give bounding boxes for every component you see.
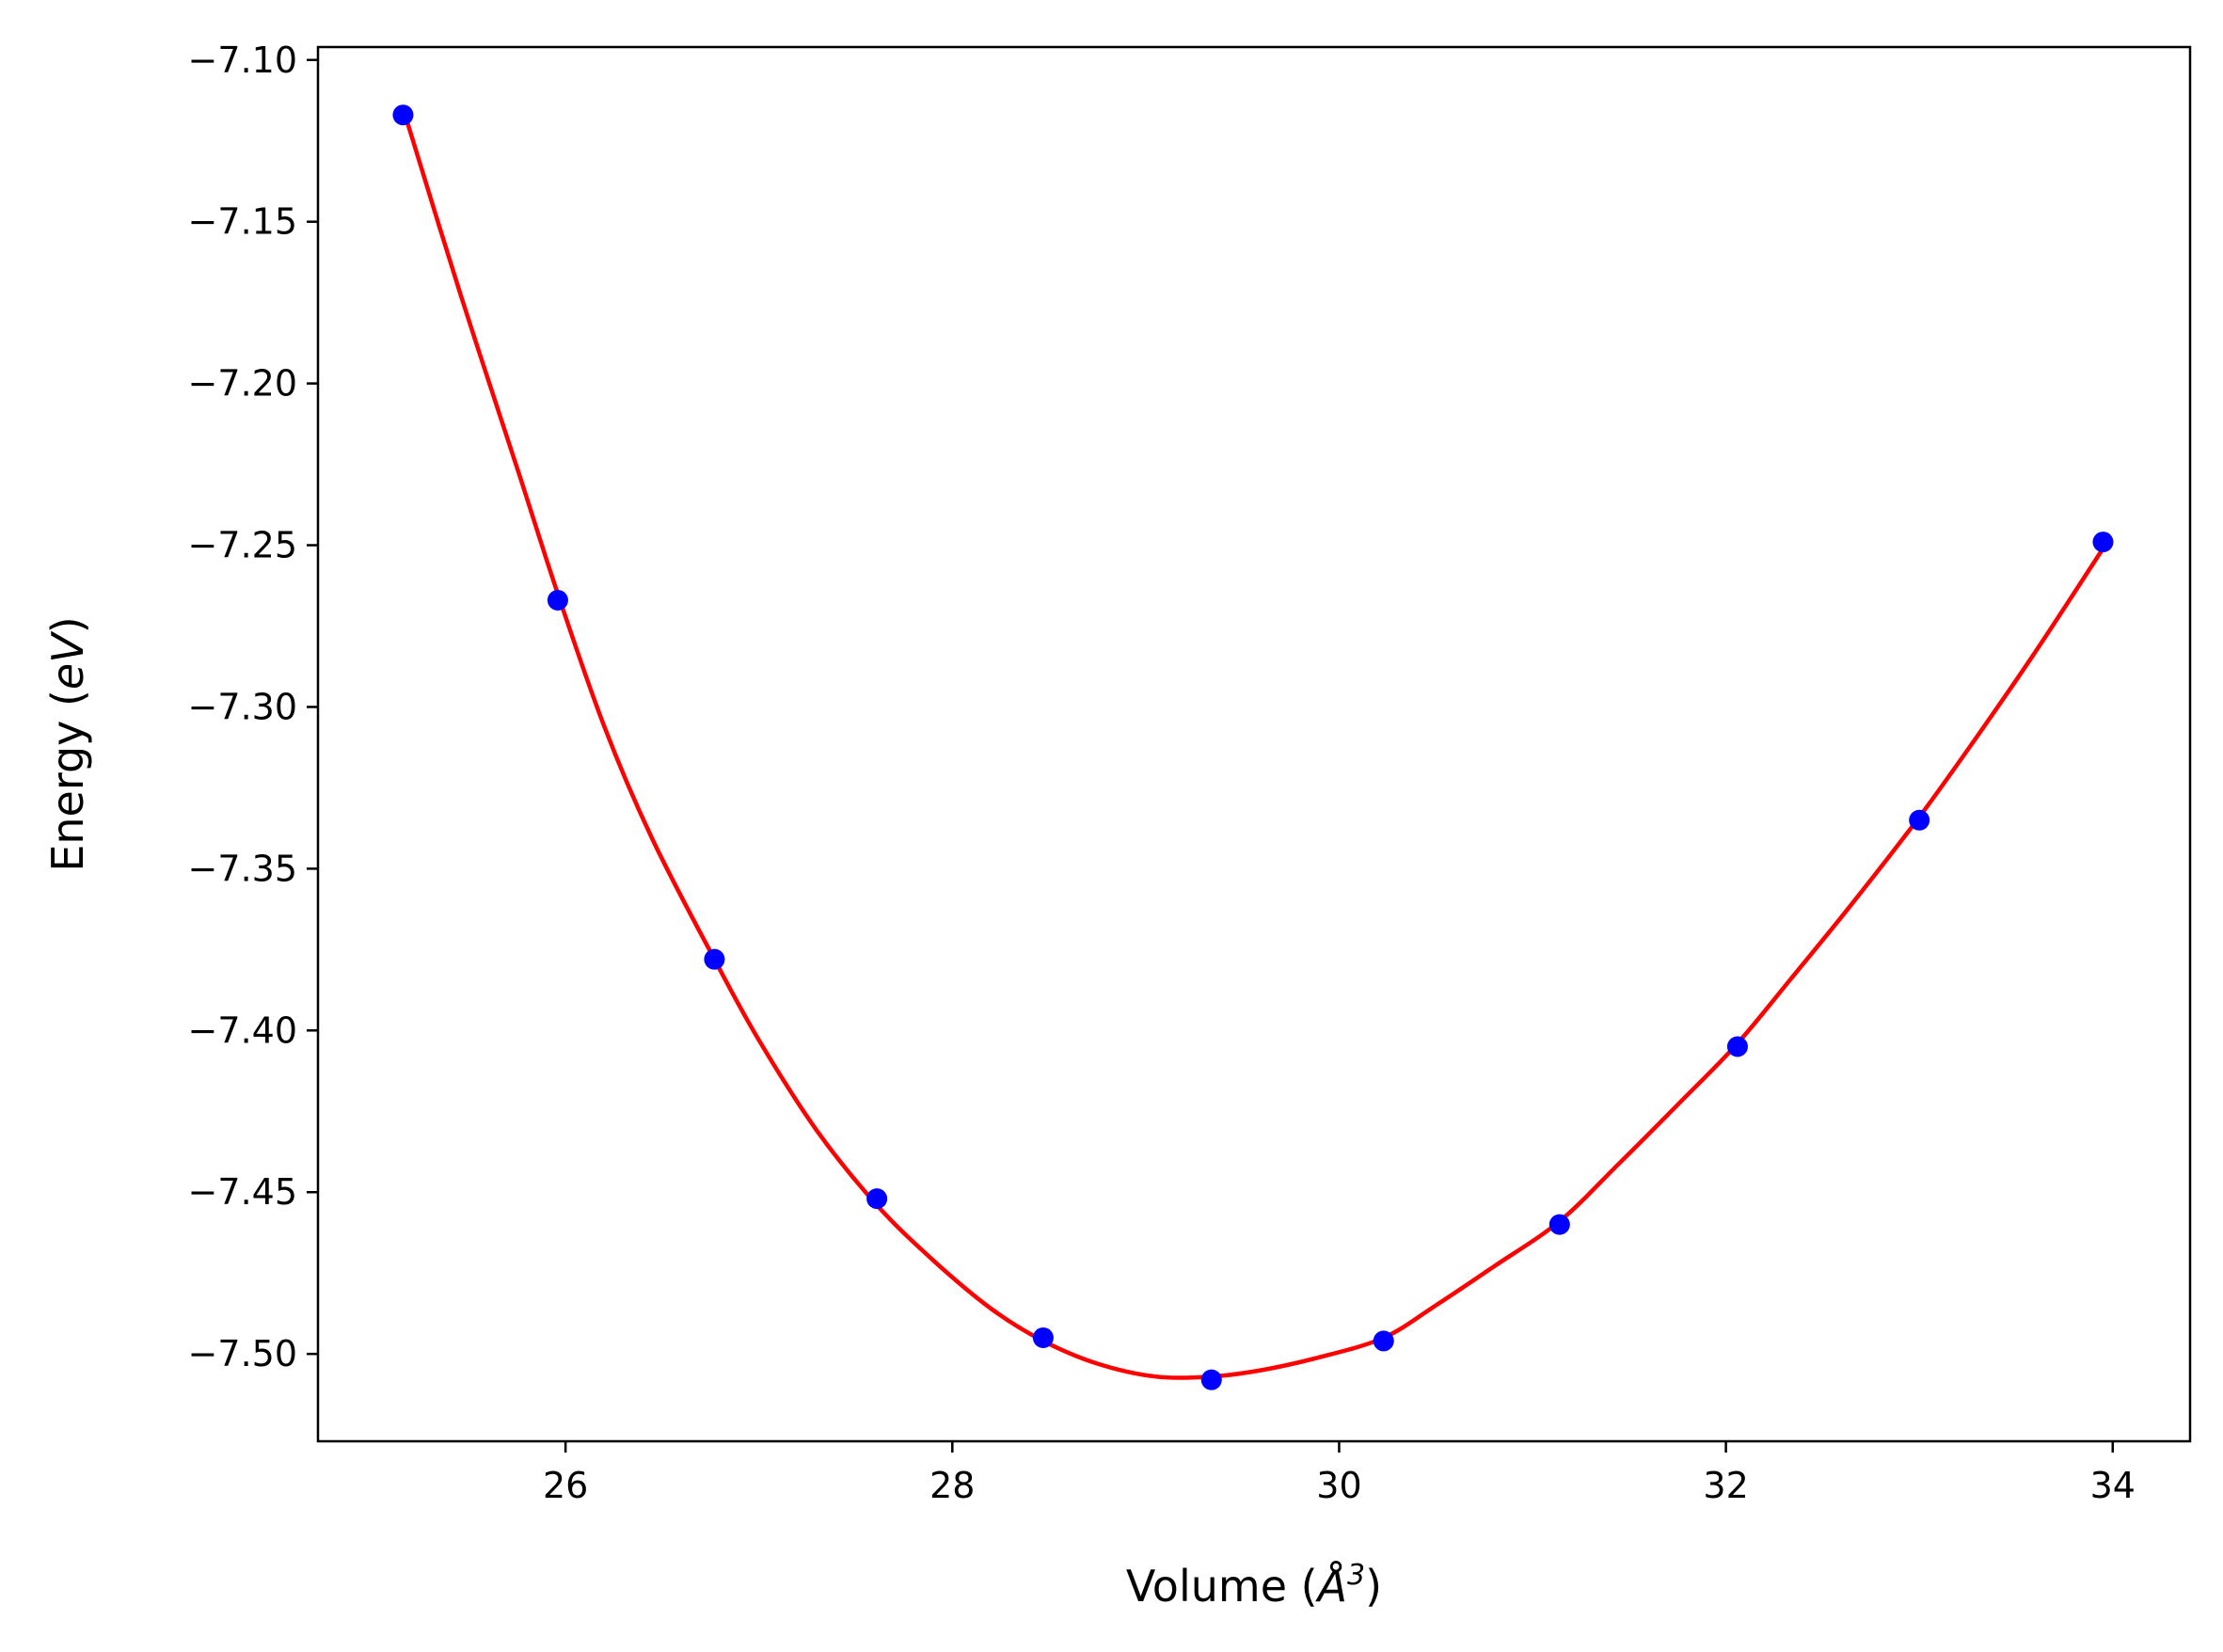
- y-tick-label: −7.40: [188, 1009, 297, 1051]
- y-axis-title: Energy (eV): [42, 616, 93, 871]
- x-axis: 26 28 30 32 34: [543, 1441, 2136, 1506]
- data-point: [2092, 532, 2114, 553]
- fit-curve: [401, 107, 2105, 1380]
- x-axis-title-exponent: 3: [1347, 1559, 1365, 1592]
- data-point: [1726, 1036, 1748, 1057]
- y-axis-title-prefix: Energy (: [42, 690, 93, 872]
- data-point: [1909, 809, 1930, 831]
- data-point: [547, 589, 568, 611]
- x-axis-title: Volume (Å3): [1126, 1559, 1382, 1612]
- data-point: [1200, 1369, 1222, 1390]
- x-tick-label: 32: [1703, 1465, 1748, 1506]
- y-tick-label: −7.20: [188, 363, 297, 405]
- y-axis: −7.10 −7.15 −7.20 −7.25 −7.30 −7.35 −7.40 −7.45…: [188, 40, 318, 1374]
- x-tick-label: 34: [2090, 1465, 2136, 1506]
- y-tick-label: −7.25: [188, 525, 297, 566]
- data-point: [1373, 1330, 1394, 1352]
- y-tick-label: −7.50: [188, 1333, 297, 1374]
- x-axis-title-unit: Å: [1315, 1561, 1347, 1612]
- data-point: [866, 1188, 888, 1210]
- data-point: [1032, 1326, 1054, 1348]
- x-axis-title-prefix: Volume (: [1126, 1561, 1318, 1612]
- data-point: [704, 948, 725, 970]
- y-tick-label: −7.35: [188, 848, 297, 889]
- y-tick-label: −7.10: [188, 40, 297, 81]
- x-tick-label: 28: [929, 1465, 975, 1506]
- data-point: [392, 104, 414, 126]
- y-tick-label: −7.15: [188, 201, 297, 243]
- y-tick-label: −7.45: [188, 1171, 297, 1213]
- x-axis-title-suffix: ): [1365, 1561, 1382, 1612]
- y-axis-title-unit: eV: [42, 630, 93, 690]
- data-point: [1548, 1214, 1570, 1235]
- plot-area: [392, 104, 2114, 1390]
- x-tick-label: 30: [1316, 1465, 1361, 1506]
- y-axis-title-suffix: ): [42, 616, 93, 633]
- plot-frame: [316, 45, 2192, 1443]
- x-tick-label: 26: [543, 1465, 588, 1506]
- y-tick-label: −7.30: [188, 686, 297, 727]
